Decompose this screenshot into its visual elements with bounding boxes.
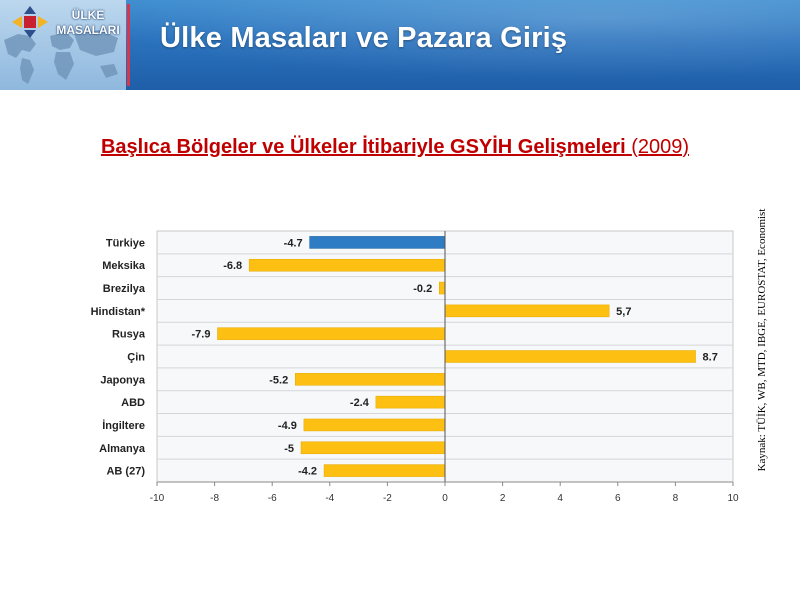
chart-title: Başlıca Bölgeler ve Ülkeler İtibariyle G…	[0, 136, 790, 159]
x-tick-label: -2	[383, 493, 392, 504]
category-label: Çin	[127, 352, 145, 364]
data-label: -7.9	[192, 329, 211, 341]
bar	[438, 281, 446, 295]
category-label: Rusya	[112, 329, 146, 341]
header-shine	[0, 0, 800, 90]
chart-title-main: Başlıca Bölgeler ve Ülkeler İtibariyle G…	[100, 136, 626, 158]
category-label: AB (27)	[106, 466, 145, 478]
bar	[375, 395, 446, 409]
category-label: ABD	[121, 397, 145, 409]
logo-line-1: ÜLKE	[71, 8, 105, 22]
category-label: Japonya	[100, 374, 146, 386]
data-label: -5.2	[269, 374, 288, 386]
bar	[300, 441, 446, 455]
bar	[444, 304, 610, 318]
x-tick-label: -8	[210, 493, 219, 504]
bar	[248, 258, 446, 272]
page-title: Ülke Masaları ve Pazara Giriş	[160, 22, 568, 54]
category-label: Hindistan*	[91, 306, 146, 318]
bar	[309, 236, 446, 249]
data-label: -4.2	[298, 466, 317, 478]
x-tick-label: -4	[325, 493, 334, 504]
bar	[323, 464, 446, 477]
data-label: 5,7	[616, 306, 631, 318]
x-tick-label: 2	[500, 493, 506, 504]
data-label: -6.8	[223, 260, 242, 272]
category-label: Meksika	[102, 260, 146, 272]
bar	[294, 373, 446, 386]
bar	[444, 350, 696, 363]
x-tick-label: 0	[442, 493, 448, 504]
category-label: İngiltere	[102, 419, 145, 432]
x-tick-label: -6	[268, 493, 277, 504]
logo-arrows-icon	[12, 6, 48, 38]
bar	[303, 418, 446, 432]
category-label: Türkiye	[106, 237, 145, 249]
category-label: Almanya	[99, 443, 146, 455]
category-label: Brezilya	[103, 283, 146, 295]
x-tick-label: 10	[727, 493, 739, 504]
logo: ÜLKE MASALARI	[0, 0, 126, 90]
logo-text: ÜLKE MASALARI	[54, 8, 122, 38]
bar	[217, 327, 446, 340]
world-map-icon	[4, 30, 118, 84]
logo-line-2: MASALARI	[56, 23, 120, 37]
data-label: -2.4	[350, 397, 370, 409]
data-label: -4.9	[278, 420, 297, 432]
source-note: Kaynak: TÜİK, WB, MTD, IBGE, EUROSTAT, E…	[756, 208, 768, 472]
data-label: -0.2	[413, 283, 432, 295]
header-divider	[127, 4, 130, 86]
x-tick-label: 4	[557, 493, 563, 504]
x-tick-label: 6	[615, 493, 621, 504]
header-banner: ÜLKE MASALARI Ülke Masaları ve Pazara Gi…	[0, 0, 800, 90]
x-tick-label: 8	[673, 493, 679, 504]
data-label: -5	[284, 443, 294, 455]
chart-title-year: (2009)	[631, 136, 690, 158]
data-label: -4.7	[284, 237, 303, 249]
x-tick-label: -10	[150, 493, 165, 504]
data-label: 8.7	[703, 352, 718, 364]
